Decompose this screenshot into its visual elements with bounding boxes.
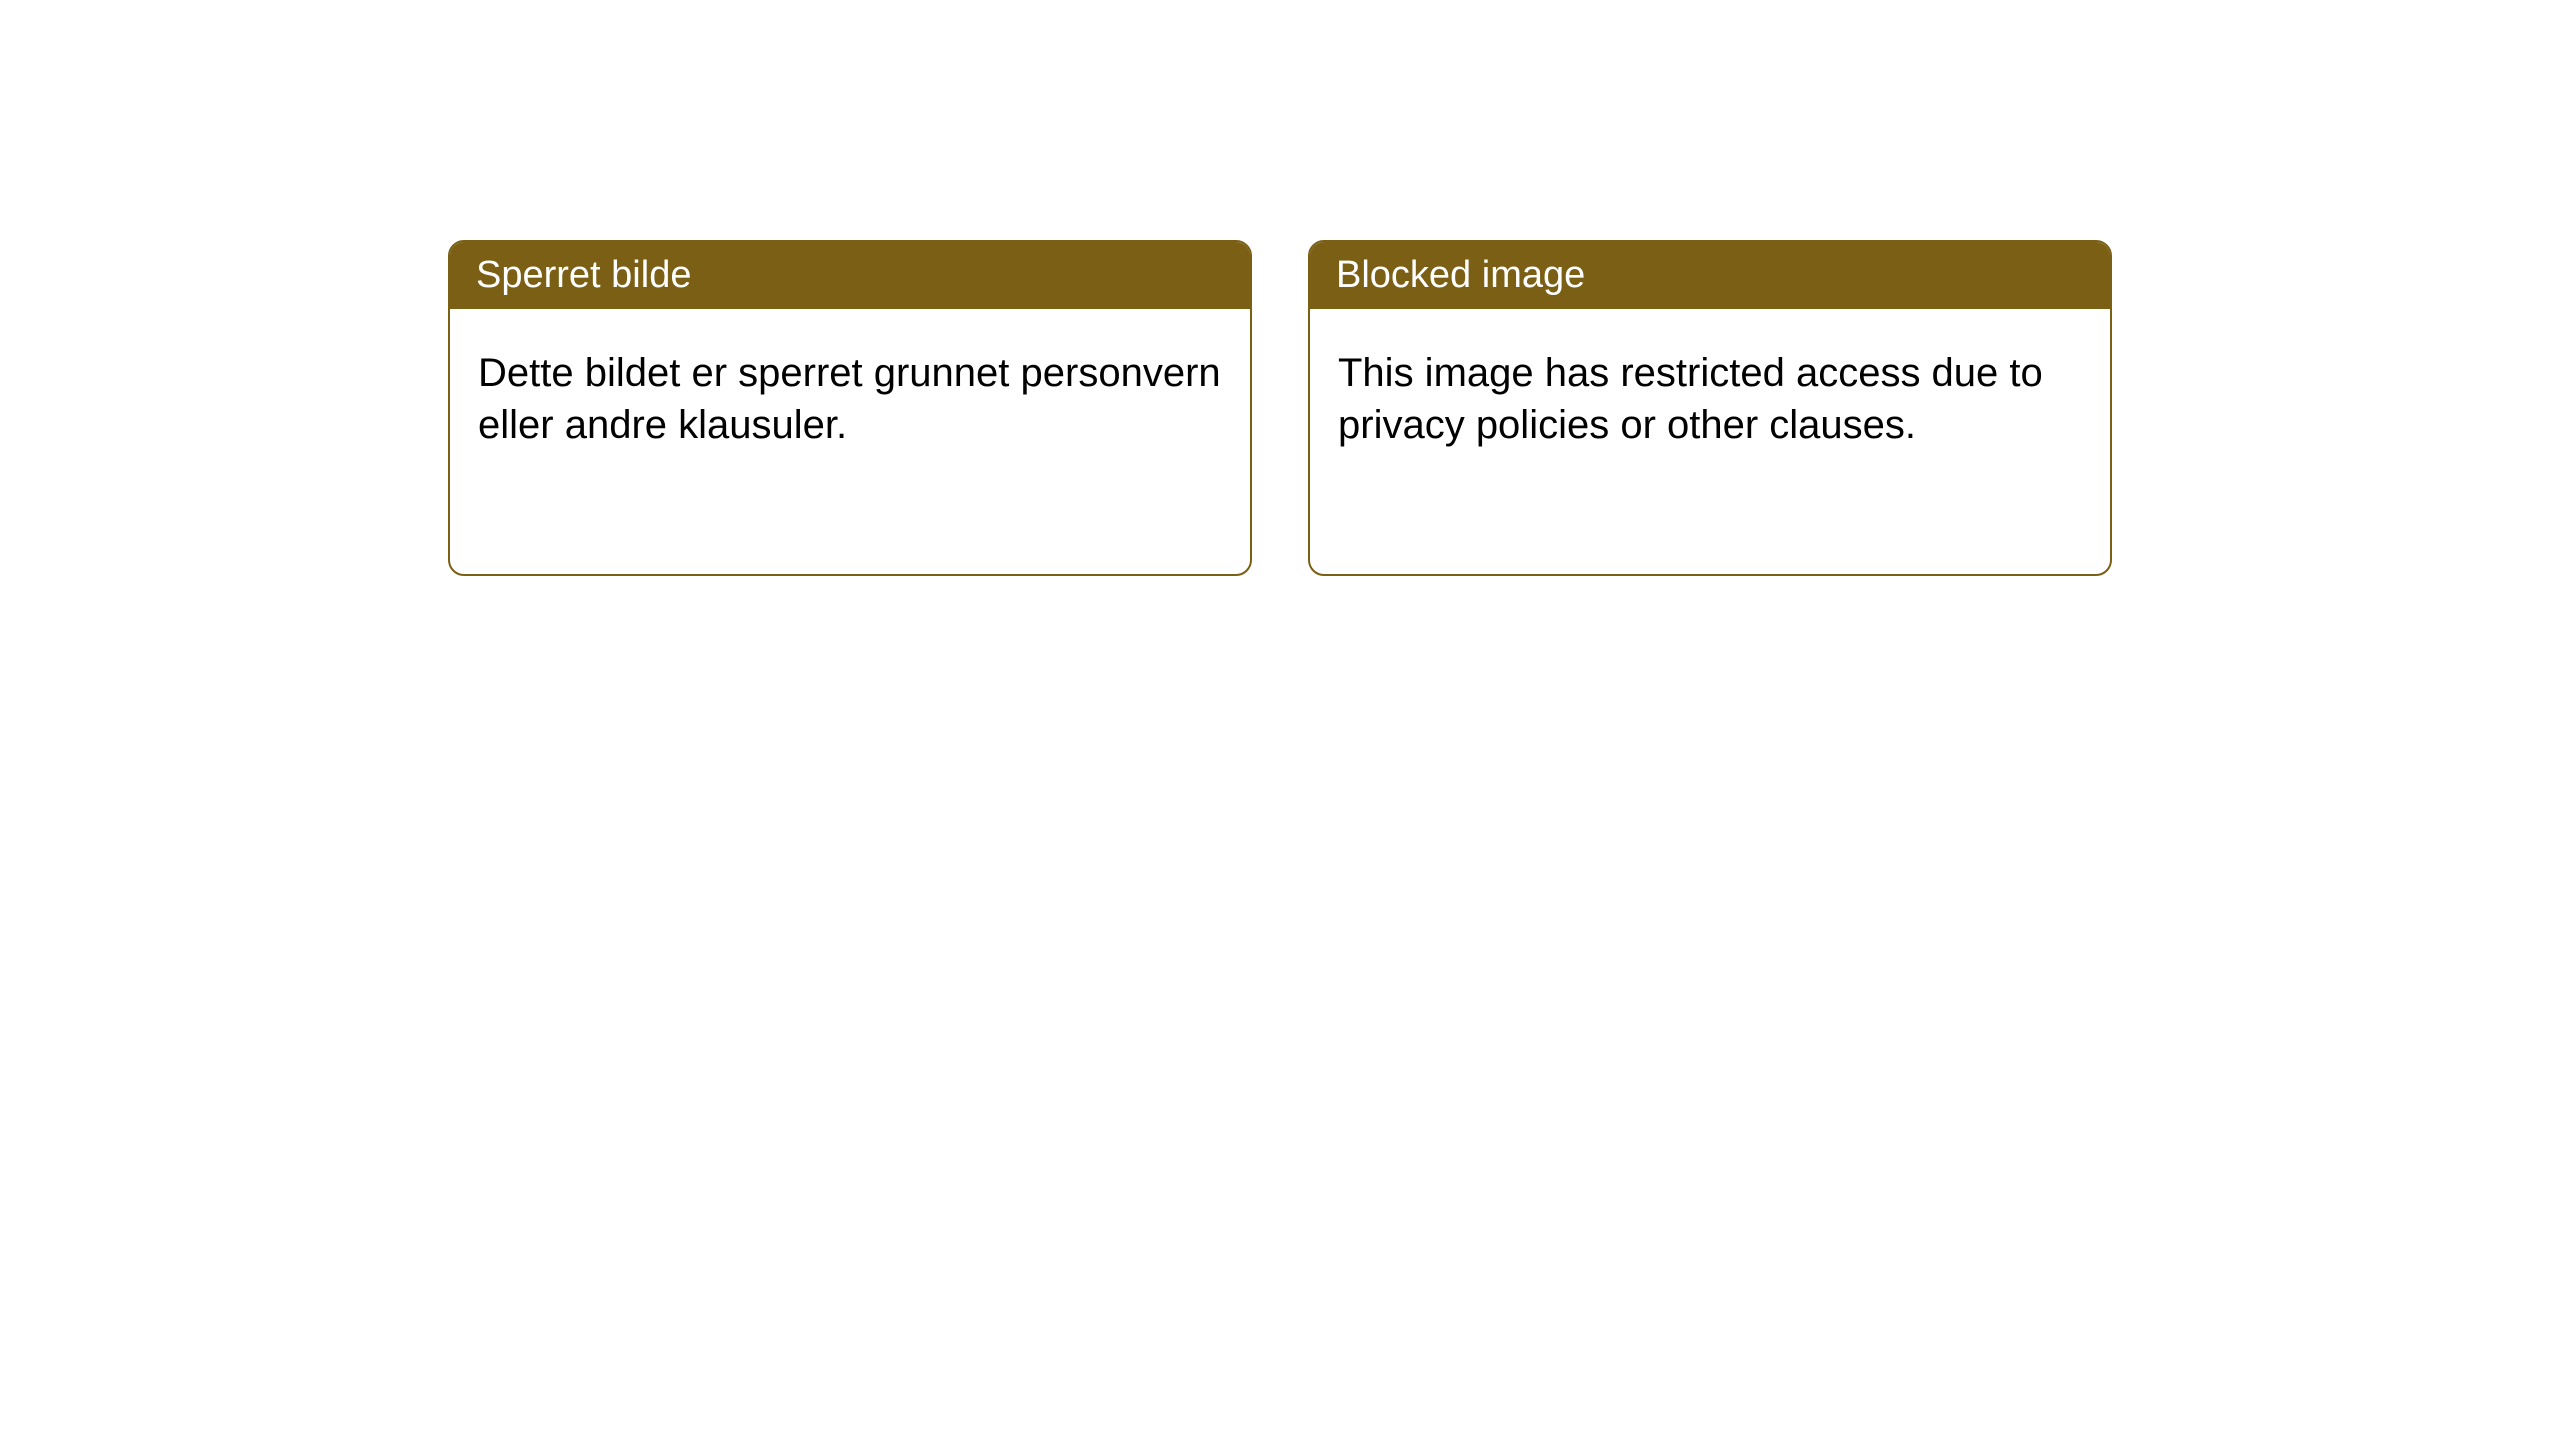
notice-container: Sperret bilde Dette bildet er sperret gr…	[0, 0, 2560, 576]
notice-header: Sperret bilde	[450, 242, 1250, 309]
notice-header: Blocked image	[1310, 242, 2110, 309]
notice-card-english: Blocked image This image has restricted …	[1308, 240, 2112, 576]
notice-card-norwegian: Sperret bilde Dette bildet er sperret gr…	[448, 240, 1252, 576]
notice-body: This image has restricted access due to …	[1310, 309, 2110, 489]
notice-body: Dette bildet er sperret grunnet personve…	[450, 309, 1250, 489]
